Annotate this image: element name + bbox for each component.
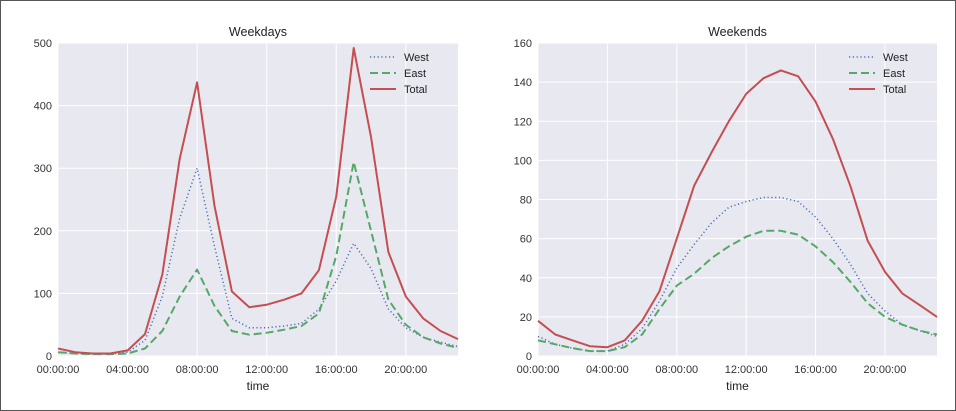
weekends-x-axis-label: time <box>726 379 749 393</box>
weekdays-x-tick-label: 04:00:00 <box>106 364 149 376</box>
weekdays-series-total-line <box>57 47 459 355</box>
weekends-y-tick-label: 100 <box>514 155 532 167</box>
weekdays-x-tick-label: 12:00:00 <box>245 364 288 376</box>
weekends-y-tick-label: 40 <box>520 273 532 285</box>
weekdays-plot-area <box>58 43 458 356</box>
weekends-x-tick-label: 08:00:00 <box>655 364 698 376</box>
weekdays-y-tick-label: 500 <box>34 38 52 50</box>
weekdays-x-axis-label: time <box>247 379 270 393</box>
weekdays-y-tick-label: 400 <box>34 101 52 113</box>
weekdays-x-tick-label: 20:00:00 <box>384 364 427 376</box>
weekends-x-tick-label: 20:00:00 <box>864 364 907 376</box>
weekdays-legend-label-east: East <box>404 68 426 80</box>
weekdays-chart: 0 100 200 300 400 500 00:00:00 04:00:00 08:00:00… <box>34 25 459 393</box>
weekends-y-tick-label: 80 <box>520 195 532 207</box>
weekdays-legend-label-west: West <box>404 52 429 64</box>
weekdays-y-tick-label: 200 <box>34 226 52 238</box>
weekdays-legend-label-total: Total <box>404 84 427 96</box>
weekends-y-tick-label: 160 <box>514 38 532 50</box>
weekends-legend-label-total: Total <box>883 84 906 96</box>
weekdays-x-tick-label: 16:00:00 <box>315 364 358 376</box>
weekends-x-tick-label: 04:00:00 <box>586 364 629 376</box>
weekends-series-east-line <box>537 229 938 353</box>
weekends-chart-title: Weekends <box>708 25 767 39</box>
weekdays-x-tick-label: 08:00:00 <box>176 364 219 376</box>
weekdays-chart-title: Weekdays <box>229 25 287 39</box>
weekdays-y-tick-label: 100 <box>34 288 52 300</box>
weekdays-x-tick-label: 00:00:00 <box>37 364 80 376</box>
weekends-y-tick-label: 120 <box>514 116 532 128</box>
weekdays-series-east-line <box>57 160 459 356</box>
weekends-y-tick-label: 0 <box>526 351 532 363</box>
weekends-legend-label-west: West <box>883 52 908 64</box>
weekends-chart: 0 20 40 60 80 100 120 140 160 00:00:00 04:00:00 08:… <box>514 25 938 393</box>
weekends-y-tick-label: 140 <box>514 77 532 89</box>
weekends-legend-label-east: East <box>883 68 905 80</box>
weekdays-y-tick-label: 0 <box>46 351 52 363</box>
weekends-y-tick-label: 20 <box>520 312 532 324</box>
weekends-x-tick-label: 12:00:00 <box>725 364 768 376</box>
weekends-series-total-line <box>537 69 938 349</box>
weekends-x-tick-label: 16:00:00 <box>794 364 837 376</box>
weekdays-series-west-line <box>57 167 459 355</box>
weekdays-y-tick-label: 300 <box>34 163 52 175</box>
weekends-x-tick-label: 00:00:00 <box>517 364 560 376</box>
weekends-y-tick-label: 60 <box>520 234 532 246</box>
